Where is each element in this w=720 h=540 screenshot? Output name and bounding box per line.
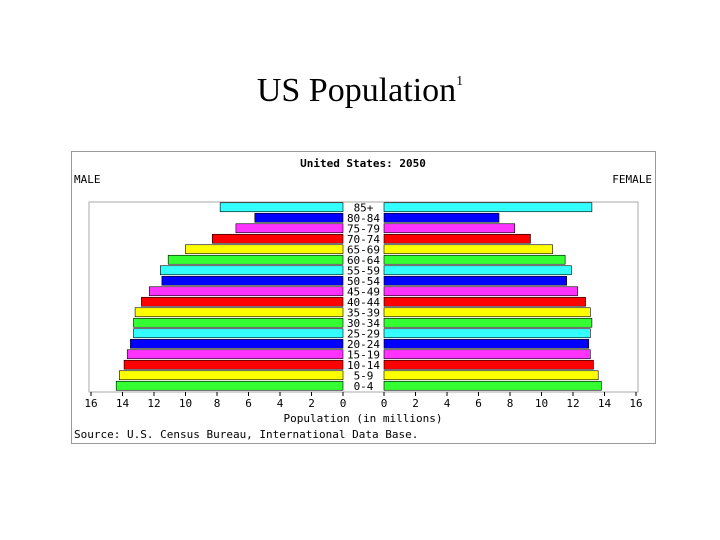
female-bar (383, 265, 572, 276)
female-bar (383, 233, 531, 244)
male-bar (160, 265, 344, 276)
female-bar (383, 370, 599, 381)
male-bar (219, 202, 344, 213)
chart-canvas: United States: 2050 MALE FEMALE 85+80-84… (74, 157, 652, 441)
female-bar (383, 338, 590, 349)
age-group-label: 40-44 (347, 296, 380, 309)
source-note: Source: U.S. Census Bureau, Internationa… (74, 428, 418, 441)
male-bar (161, 275, 344, 286)
female-bar (383, 328, 591, 339)
slide-title: US Population1 (0, 72, 720, 110)
x-tick-label: 8 (507, 397, 514, 410)
x-tick-label: 0 (340, 397, 347, 410)
x-tick-label: 16 (84, 397, 97, 410)
male-bar (119, 370, 344, 381)
x-tick-label: 4 (277, 397, 284, 410)
age-group-label: 50-54 (347, 275, 380, 288)
male-bar (126, 349, 344, 360)
age-group-label: 45-49 (347, 286, 380, 299)
age-group-label: 85+ (354, 202, 374, 215)
x-tick-label: 12 (566, 397, 579, 410)
male-label: MALE (74, 173, 101, 186)
x-tick-label: 8 (214, 397, 221, 410)
age-group-label: 15-19 (347, 349, 380, 362)
age-group-label: 55-59 (347, 265, 380, 278)
female-bar (383, 244, 553, 255)
x-tick-label: 6 (475, 397, 482, 410)
male-bar (115, 380, 344, 391)
female-bar (383, 275, 567, 286)
slide-title-text: US Population (256, 72, 457, 109)
age-group-label: 60-64 (347, 254, 380, 267)
x-tick-labels-group: 16 14 12 10 8 6 4 2 0 0 2 4 6 8 10 12 14 16 (84, 392, 643, 410)
female-bar (383, 202, 593, 213)
age-group-label: 65-69 (347, 244, 380, 257)
male-bar (133, 317, 344, 328)
female-bar (383, 296, 586, 307)
female-bar (383, 349, 591, 360)
x-tick-label: 16 (629, 397, 642, 410)
age-group-label: 5-9 (354, 370, 374, 383)
age-group-label: 75-79 (347, 223, 380, 236)
x-tick-label: 12 (147, 397, 160, 410)
female-bars-group (383, 202, 602, 391)
male-bar (123, 359, 344, 370)
female-label: FEMALE (612, 173, 652, 186)
slide-title-footnote: 1 (456, 74, 464, 89)
x-tick-label: 10 (179, 397, 192, 410)
age-group-label: 70-74 (347, 233, 380, 246)
male-bars-group (115, 202, 344, 391)
x-axis-label: Population (in millions) (284, 412, 443, 425)
male-bar (141, 296, 344, 307)
male-bar (130, 338, 344, 349)
male-bar (185, 244, 344, 255)
x-tick-label: 6 (245, 397, 252, 410)
age-labels-group: 85+80-8475-7970-7465-6960-6455-5950-5445… (347, 202, 380, 394)
x-tick-label: 2 (412, 397, 419, 410)
age-group-label: 25-29 (347, 328, 380, 341)
age-group-label: 0-4 (354, 380, 374, 393)
male-bar (235, 223, 344, 234)
age-group-label: 80-84 (347, 212, 380, 225)
male-bar (167, 254, 344, 265)
female-bar (383, 254, 566, 265)
male-bar (254, 212, 344, 223)
population-pyramid-chart: United States: 2050 MALE FEMALE 85+ 80-84… (71, 151, 656, 444)
x-tick-label: 14 (598, 397, 612, 410)
male-bar (148, 286, 344, 297)
age-group-label: 35-39 (347, 307, 380, 320)
female-bar (383, 380, 602, 391)
age-group-label: 30-34 (347, 317, 380, 330)
x-tick-label: 4 (444, 397, 451, 410)
plot-frame (88, 201, 639, 393)
male-bar (133, 328, 344, 339)
female-bar (383, 212, 500, 223)
x-tick-label: 0 (381, 397, 388, 410)
x-tick-label: 10 (535, 397, 548, 410)
chart-title: United States: 2050 (300, 157, 426, 170)
female-bar (383, 286, 579, 297)
age-group-label: 10-14 (347, 359, 380, 372)
male-bar (211, 233, 344, 244)
age-group-label: 20-24 (347, 338, 380, 351)
x-tick-label: 2 (308, 397, 315, 410)
female-bar (383, 307, 591, 318)
x-tick-label: 14 (116, 397, 130, 410)
female-bar (383, 359, 594, 370)
male-bar (134, 307, 344, 318)
female-bar (383, 317, 593, 328)
female-bar (383, 223, 516, 234)
